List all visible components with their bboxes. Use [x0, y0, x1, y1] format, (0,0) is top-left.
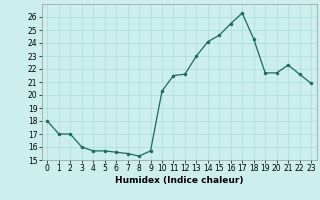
X-axis label: Humidex (Indice chaleur): Humidex (Indice chaleur)	[115, 176, 244, 185]
